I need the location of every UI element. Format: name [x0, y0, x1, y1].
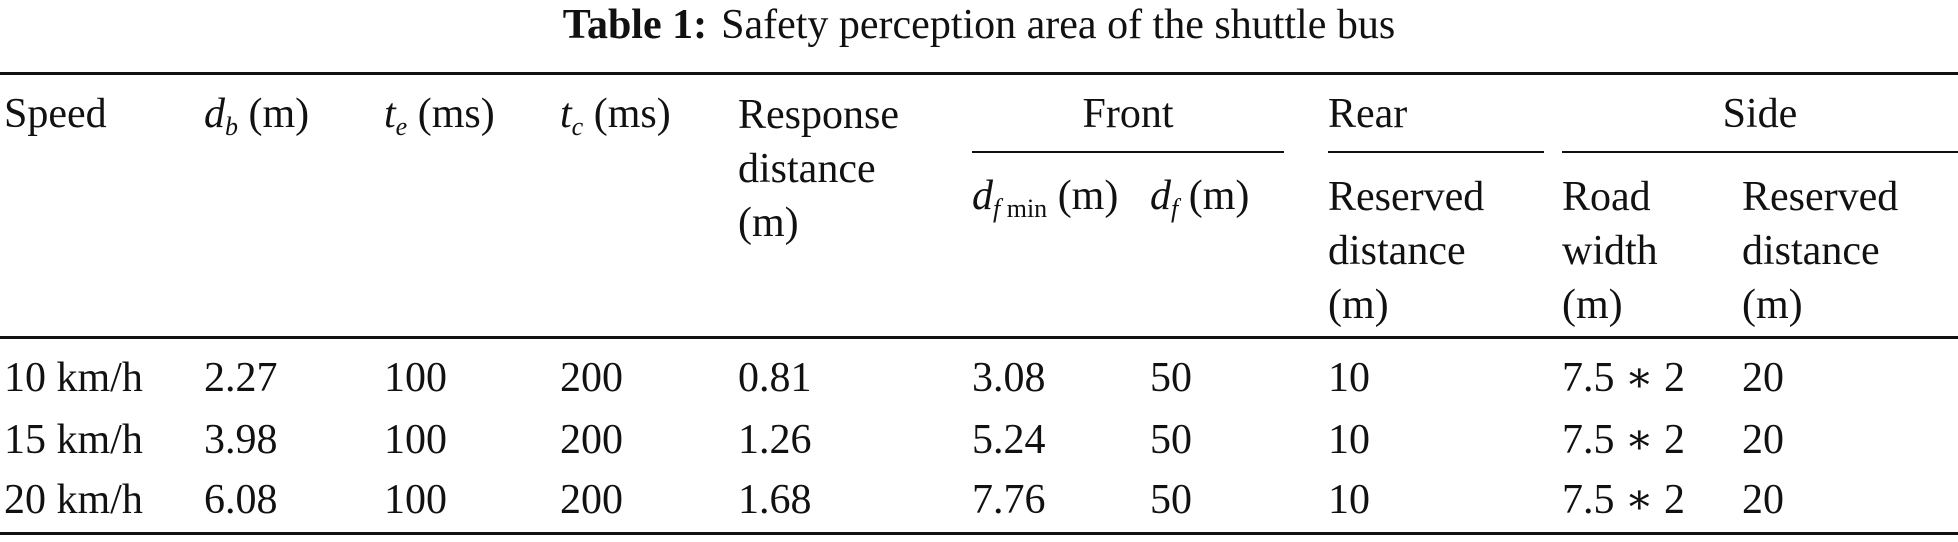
header-df: df (m): [1150, 173, 1250, 223]
cell-dfmin: 7.76: [972, 477, 1046, 523]
cell-df: 50: [1150, 417, 1192, 463]
bottom-rule: [0, 532, 1958, 535]
cell-road-width: 7.5 ∗ 2: [1562, 477, 1686, 523]
header-df-min: df min (m): [972, 173, 1119, 223]
cell-df: 50: [1150, 355, 1192, 401]
front-subrule: [972, 151, 1284, 153]
table-title: Safety perception area of the shuttle bu…: [721, 2, 1396, 48]
header-road-width: Road width (m): [1562, 174, 1658, 328]
header-rule: [0, 336, 1958, 339]
cell-tc: 200: [560, 417, 623, 463]
table-caption: Table 1: Safety perception area of the sh…: [0, 2, 1958, 48]
cell-dfmin: 5.24: [972, 417, 1046, 463]
cell-rear: 10: [1328, 417, 1370, 463]
header-side: Side: [1722, 91, 1798, 137]
cell-response: 1.26: [738, 417, 812, 463]
cell-te: 100: [384, 355, 447, 401]
cell-dfmin: 3.08: [972, 355, 1046, 401]
cell-tc: 200: [560, 355, 623, 401]
cell-rear: 10: [1328, 477, 1370, 523]
cell-db: 2.27: [204, 355, 278, 401]
cell-side-reserved: 20: [1742, 417, 1784, 463]
cell-road-width: 7.5 ∗ 2: [1562, 417, 1686, 463]
cell-response: 1.68: [738, 477, 812, 523]
cell-rear: 10: [1328, 355, 1370, 401]
cell-side-reserved: 20: [1742, 355, 1784, 401]
cell-df: 50: [1150, 477, 1192, 523]
cell-speed: 15 km/h: [4, 417, 143, 463]
cell-tc: 200: [560, 477, 623, 523]
cell-response: 0.81: [738, 355, 812, 401]
side-subrule: [1562, 151, 1958, 153]
header-rear: Rear: [1328, 91, 1408, 137]
header-te: te (ms): [384, 91, 495, 141]
cell-te: 100: [384, 477, 447, 523]
cell-side-reserved: 20: [1742, 477, 1784, 523]
header-db: db (m): [204, 91, 310, 141]
cell-db: 6.08: [204, 477, 278, 523]
header-rear-reserved-distance: Reserved distance (m): [1328, 174, 1485, 328]
cell-road-width: 7.5 ∗ 2: [1562, 355, 1686, 401]
header-side-reserved-distance: Reserved distance (m): [1742, 174, 1899, 328]
cell-speed: 20 km/h: [4, 477, 143, 523]
table-label: Table 1:: [562, 2, 708, 48]
top-rule: [0, 72, 1958, 75]
cell-te: 100: [384, 417, 447, 463]
cell-db: 3.98: [204, 417, 278, 463]
rear-subrule: [1328, 151, 1544, 153]
header-response-distance: Response distance (m): [738, 92, 899, 246]
header-tc: tc (ms): [560, 91, 671, 141]
header-speed: Speed: [4, 91, 107, 137]
cell-speed: 10 km/h: [4, 355, 143, 401]
header-front: Front: [1082, 91, 1174, 137]
